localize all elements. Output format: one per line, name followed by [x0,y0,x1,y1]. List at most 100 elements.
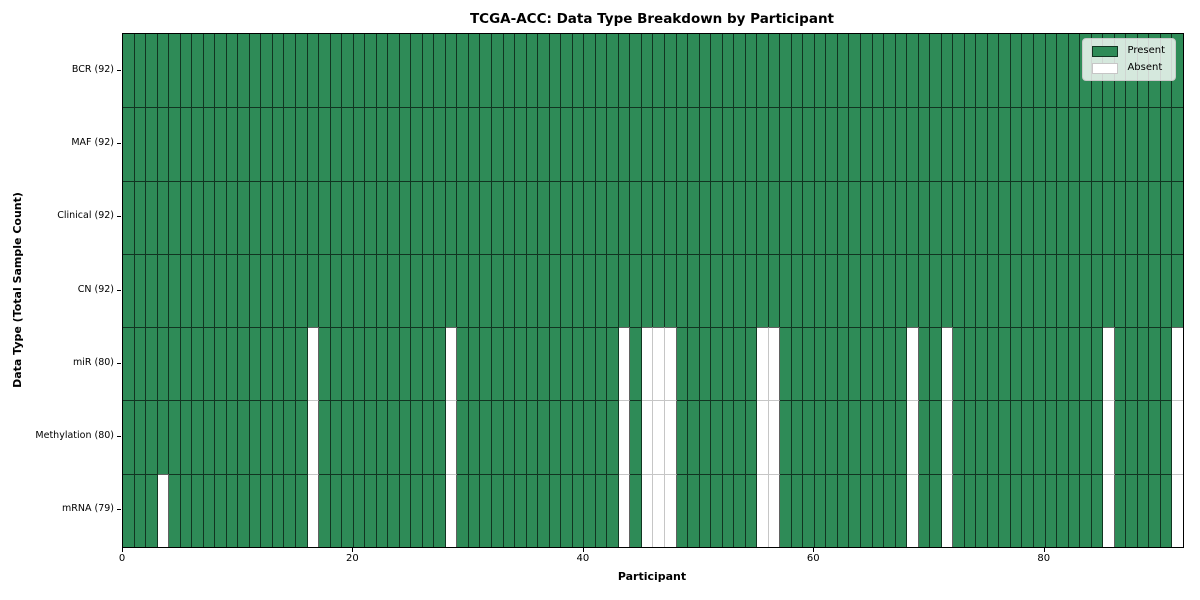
heatmap-cell [699,107,712,181]
heatmap-cell [861,180,873,254]
heatmap-cell [157,400,170,474]
heatmap-cell [676,180,689,254]
heatmap-cell [307,400,320,474]
heatmap-cell [757,400,769,474]
heatmap-cell [445,400,458,474]
heatmap-cell [399,34,412,108]
heatmap-cell [699,253,712,328]
heatmap-cell [872,180,885,254]
heatmap-cell [1149,473,1161,547]
heatmap-cell [468,180,481,254]
heatmap-cell [618,107,631,181]
heatmap-cell [607,473,619,547]
heatmap-cell [872,34,885,108]
y-tick-label: mRNA (79) [62,503,114,515]
heatmap-cell [134,253,147,328]
heatmap-cell [1033,180,1046,254]
legend-label-absent: Absent [1127,62,1163,73]
heatmap-cell [561,107,573,181]
heatmap-cell [572,34,585,108]
heatmap-cell [964,473,977,547]
heatmap-cell [907,34,919,108]
heatmap-cell [664,327,677,401]
heatmap-cell [284,473,296,547]
heatmap-cell [157,473,170,547]
heatmap-cell [1068,253,1081,328]
heatmap-cell [711,473,723,547]
heatmap-cell [930,180,942,254]
heatmap-cell [826,180,838,254]
heatmap-cell [492,327,504,401]
heatmap-cell [215,34,227,108]
heatmap-cell [134,327,147,401]
heatmap-cell [1033,400,1046,474]
heatmap-cell [780,400,792,474]
heatmap-cell [595,400,608,474]
heatmap-cell [538,473,550,547]
heatmap-cell [976,400,988,474]
heatmap-cell [768,180,781,254]
heatmap-cell [953,34,965,108]
heatmap-cell [319,327,331,401]
heatmap-cell [780,327,792,401]
heatmap-cell [411,253,423,328]
heatmap-row [123,327,1183,401]
heatmap-cell [295,107,308,181]
heatmap-cell [780,473,792,547]
heatmap-cell [515,473,527,547]
heatmap-cell [999,473,1011,547]
heatmap-cell [468,34,481,108]
heatmap-cell [768,473,781,547]
heatmap-cell [711,253,723,328]
heatmap-cell [249,327,262,401]
heatmap-cell [837,473,850,547]
heatmap-cell [538,253,550,328]
heatmap-cell [964,400,977,474]
heatmap-cell [342,107,354,181]
heatmap-cell [203,107,216,181]
heatmap-cell [388,400,400,474]
heatmap-cell [1080,400,1092,474]
heatmap-cell [653,107,665,181]
heatmap-cell [861,34,873,108]
heatmap-cell [376,400,389,474]
heatmap-cell [146,400,158,474]
legend-label-present: Present [1127,45,1165,56]
heatmap-row [123,107,1183,181]
heatmap-cell [526,253,539,328]
heatmap-cell [388,34,400,108]
heatmap-cell [284,107,296,181]
heatmap-cell [999,107,1011,181]
heatmap-cell [572,400,585,474]
heatmap-cell [976,34,988,108]
heatmap-cell [826,400,838,474]
heatmap-cell [861,400,873,474]
heatmap-cell [1137,400,1150,474]
heatmap-cell [653,180,665,254]
heatmap-cell [1160,327,1173,401]
heatmap-cell [342,473,354,547]
heatmap-cell [1091,180,1104,254]
heatmap-cell [1033,34,1046,108]
heatmap-cell [918,253,931,328]
x-tick-mark [352,547,354,552]
heatmap-cell [814,400,827,474]
heatmap-cell [307,327,320,401]
heatmap-cell [445,107,458,181]
heatmap-cell [1160,107,1173,181]
heatmap-cell [169,180,181,254]
heatmap-cell [192,253,204,328]
heatmap-cell [422,400,435,474]
heatmap-cell [768,107,781,181]
heatmap-cell [595,253,608,328]
heatmap-cell [146,34,158,108]
heatmap-cell [884,253,896,328]
heatmap-cell [203,473,216,547]
heatmap-cell [123,473,135,547]
heatmap-cell [445,327,458,401]
heatmap-cell [538,180,550,254]
heatmap-cell [1010,180,1023,254]
heatmap-cell [503,473,516,547]
heatmap-cell [814,253,827,328]
present-swatch [1092,45,1119,57]
